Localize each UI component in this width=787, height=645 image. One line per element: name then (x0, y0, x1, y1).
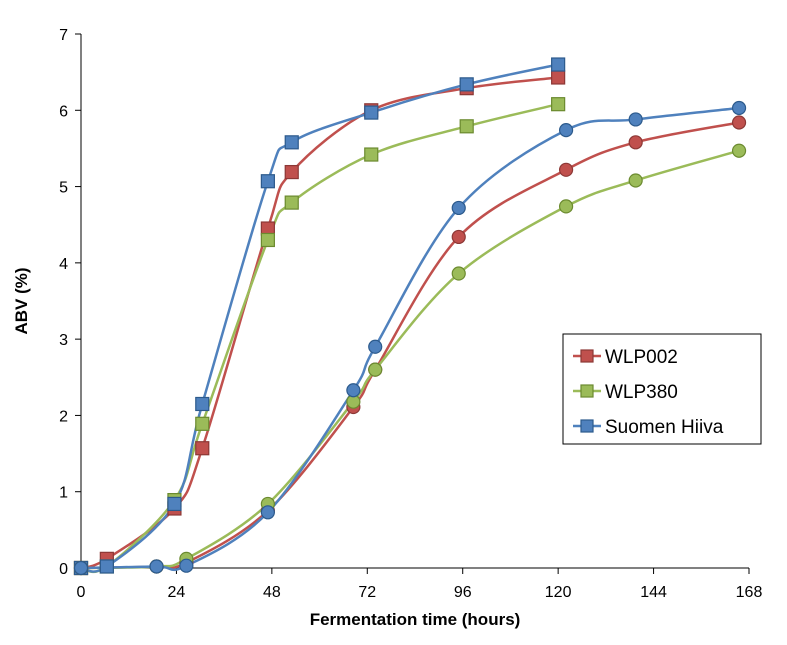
data-point (451, 266, 466, 281)
data-point (195, 396, 210, 412)
data-point (260, 174, 275, 189)
data-point (459, 119, 474, 134)
legend-label: Suomen Hiiva (605, 417, 724, 438)
x-tick-label: 96 (454, 584, 472, 601)
legend-marker (580, 419, 594, 433)
series-line-3 (80, 121, 740, 570)
y-tick-label: 3 (59, 332, 68, 349)
data-point (167, 496, 182, 512)
data-point (451, 200, 466, 216)
x-tick-label: 168 (736, 584, 763, 601)
data-point (260, 232, 275, 248)
data-point (284, 164, 299, 180)
series-line-4 (80, 149, 740, 570)
data-point (346, 383, 361, 398)
data-point (73, 560, 89, 576)
data-point (731, 115, 747, 130)
series-line-5 (80, 106, 740, 572)
y-axis-title: ABV (%) (12, 267, 31, 334)
x-tick-label: 24 (168, 584, 186, 601)
axes: 0 1 2 3 4 5 6 7 0 24 48 72 96 120 144 168 (59, 27, 762, 601)
legend-label: WLP380 (605, 382, 678, 403)
data-point (368, 362, 383, 377)
y-tick-label: 0 (59, 561, 68, 578)
data-point (459, 77, 474, 92)
legend: WLP002 WLP380 Suomen Hiiva (562, 333, 762, 445)
x-tick-label: 120 (545, 584, 572, 601)
series-line-0 (80, 76, 559, 570)
y-tick-label: 5 (59, 180, 68, 197)
data-point (558, 199, 574, 214)
series-line-1 (80, 102, 559, 574)
data-point (195, 441, 210, 456)
data-point (179, 558, 194, 573)
data-point (628, 135, 643, 150)
legend-marker (580, 349, 594, 363)
x-tick-label: 144 (640, 584, 667, 601)
data-point (99, 559, 114, 574)
data-point (195, 416, 210, 431)
legend-label: WLP002 (605, 347, 678, 368)
data-point (628, 173, 643, 188)
x-tick-label: 72 (358, 584, 376, 601)
data-point (364, 105, 379, 120)
y-tick-label: 6 (59, 103, 68, 120)
data-point (149, 559, 164, 574)
x-tick-label: 48 (263, 584, 281, 601)
data-point (628, 112, 643, 127)
data-point (731, 100, 747, 116)
y-tick-label: 1 (59, 485, 68, 502)
data-point (551, 57, 566, 72)
y-tick-label: 4 (59, 256, 68, 273)
series-line-2 (80, 63, 559, 573)
legend-marker (580, 384, 594, 398)
data-point (260, 505, 275, 520)
data-point (368, 339, 383, 354)
x-axis-title: Fermentation time (hours) (310, 610, 521, 629)
x-tick-label: 0 (77, 584, 86, 601)
data-point (731, 143, 747, 158)
series-markers (73, 57, 747, 576)
data-point (284, 195, 299, 210)
data-point (558, 123, 574, 138)
y-tick-label: 2 (59, 408, 68, 425)
data-point (451, 229, 466, 245)
data-point (558, 162, 574, 177)
data-point (284, 135, 299, 150)
data-point (551, 97, 566, 112)
data-point (364, 147, 379, 162)
y-tick-label: 7 (59, 27, 68, 44)
data-point (551, 70, 566, 85)
